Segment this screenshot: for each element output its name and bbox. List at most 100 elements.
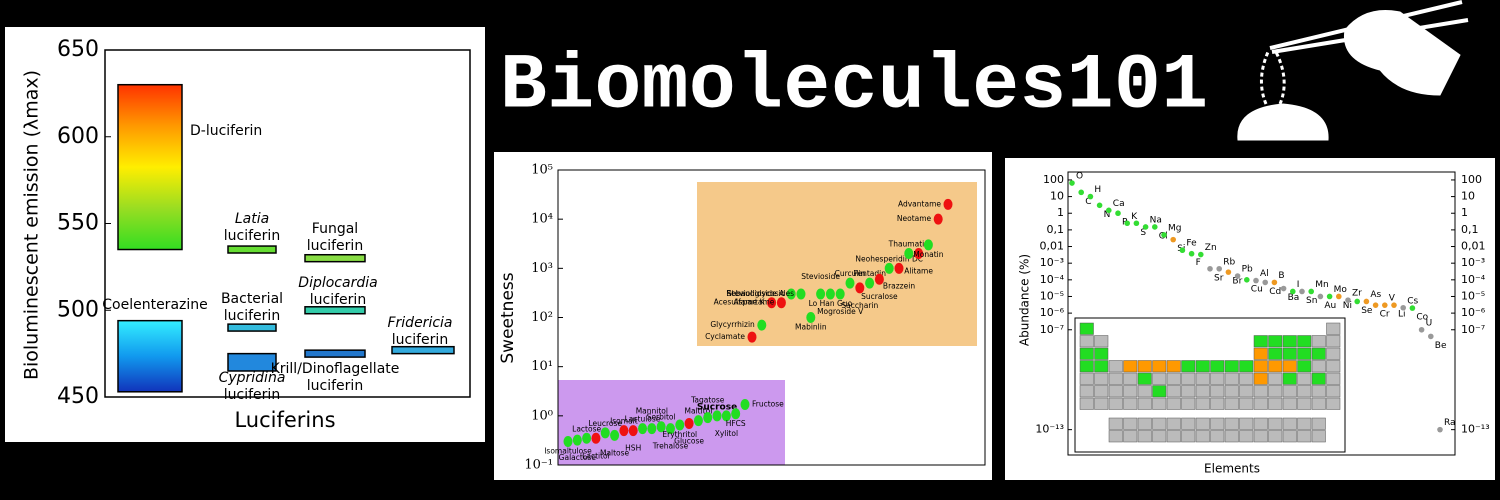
element-cell	[1297, 335, 1312, 348]
y-tick-label: 10⁴	[531, 212, 553, 227]
element-label: C	[1085, 197, 1091, 207]
bar-label: Fungal	[312, 221, 358, 237]
element-cell	[1326, 397, 1341, 410]
element-cell	[1195, 360, 1210, 373]
sweetener-point	[816, 288, 826, 300]
element-cell	[1239, 417, 1254, 430]
element-label: Sn	[1306, 296, 1317, 306]
y-tick-label: 10⁻¹	[524, 458, 553, 473]
element-point	[1133, 220, 1140, 227]
element-point	[1115, 210, 1121, 217]
range-bar	[117, 319, 183, 393]
sweetener-label: Saccharin	[841, 301, 878, 310]
sweetener-label: Trehalose	[652, 442, 689, 451]
element-cell	[1210, 430, 1225, 443]
element-cell	[1297, 397, 1312, 410]
element-cell	[1239, 397, 1254, 410]
sweetener-label: Lo Han Guo	[809, 299, 853, 308]
sweetener-point	[712, 410, 722, 422]
element-cell	[1210, 397, 1225, 410]
element-point	[1234, 273, 1241, 279]
sweetener-label: Isomalt	[610, 417, 638, 426]
element-cell	[1108, 372, 1123, 385]
sweetener-point	[610, 429, 620, 441]
element-label: Cs	[1407, 296, 1418, 306]
element-cell	[1137, 397, 1152, 410]
element-point	[1207, 265, 1213, 272]
sweetener-point	[806, 312, 816, 323]
element-point	[1391, 302, 1397, 308]
y-tick-label-right: 100	[1461, 173, 1482, 186]
element-cell	[1282, 372, 1297, 385]
y-tick-label: 10⁻⁷	[1040, 323, 1064, 336]
bar-label: Latia	[235, 211, 269, 227]
sweetener-label: Thaumatin	[888, 240, 930, 249]
element-cell	[1253, 385, 1268, 398]
element-label: Ba	[1288, 293, 1300, 303]
element-cell	[1326, 347, 1341, 360]
range-bar	[227, 323, 277, 332]
element-cell	[1079, 322, 1094, 335]
sweetener-point	[747, 331, 757, 343]
element-cell	[1079, 397, 1094, 410]
element-point	[1170, 236, 1176, 243]
element-cell	[1210, 417, 1225, 430]
y-tick-label-right: 10⁻⁷	[1461, 323, 1485, 336]
element-label: Cd	[1269, 287, 1281, 297]
y-axis-label: Bioluminescent emission (λmax)	[21, 70, 43, 380]
y-tick-label-right: 10	[1461, 190, 1475, 203]
element-cell	[1195, 372, 1210, 385]
element-point	[1069, 180, 1075, 186]
sweetener-point	[600, 427, 610, 439]
sweetener-point	[582, 432, 592, 444]
element-point	[1087, 193, 1094, 200]
element-cell	[1123, 397, 1138, 410]
range-bar	[304, 253, 366, 263]
element-cell	[1311, 335, 1326, 348]
element-label: K	[1131, 212, 1138, 222]
element-point	[1345, 297, 1351, 303]
element-cell	[1224, 372, 1239, 385]
sweetener-point	[874, 273, 884, 285]
sweetener-label: Curculin	[835, 269, 866, 278]
sweetener-point	[675, 419, 685, 431]
y-tick-label: 650	[57, 37, 99, 62]
y-tick-label: 550	[57, 211, 99, 236]
y-tick-label: 100	[1043, 173, 1064, 186]
element-label: As	[1370, 290, 1381, 300]
sweetener-label: Erythritol	[662, 430, 697, 439]
group-box	[697, 182, 977, 346]
element-cell	[1282, 397, 1297, 410]
element-cell	[1079, 335, 1094, 348]
element-cell	[1123, 372, 1138, 385]
logo-dome	[1237, 103, 1329, 141]
element-label: F	[1196, 258, 1201, 268]
element-cell	[1166, 417, 1181, 430]
sweetener-label: Acesulfame K	[714, 298, 766, 307]
y-tick-label: 10³	[531, 261, 553, 276]
element-label: Co	[1416, 313, 1428, 323]
y-tick-label: 10²	[531, 310, 553, 325]
element-cell	[1224, 397, 1239, 410]
element-cell	[1137, 372, 1152, 385]
element-cell	[1094, 372, 1109, 385]
element-cell	[1195, 417, 1210, 430]
range-bar	[227, 352, 277, 372]
sweetener-label: Neohesperidin DC	[855, 254, 923, 263]
element-cell	[1152, 360, 1167, 373]
element-cell	[1108, 385, 1123, 398]
periodic-table-inset	[1074, 317, 1346, 453]
element-point	[1428, 333, 1434, 340]
element-point	[1124, 220, 1130, 227]
element-cell	[1297, 347, 1312, 360]
element-point	[1336, 293, 1342, 300]
element-cell	[1094, 347, 1109, 360]
element-point	[1299, 288, 1305, 295]
sweetener-label: Lactulose	[625, 415, 661, 424]
element-cell	[1210, 385, 1225, 398]
element-cell	[1326, 372, 1341, 385]
element-cell	[1108, 397, 1123, 410]
y-tick-label: 10⁻³	[1040, 256, 1064, 269]
sweetener-label: Lactose	[572, 424, 601, 433]
y-tick-label-right: 10⁻⁶	[1461, 306, 1486, 319]
